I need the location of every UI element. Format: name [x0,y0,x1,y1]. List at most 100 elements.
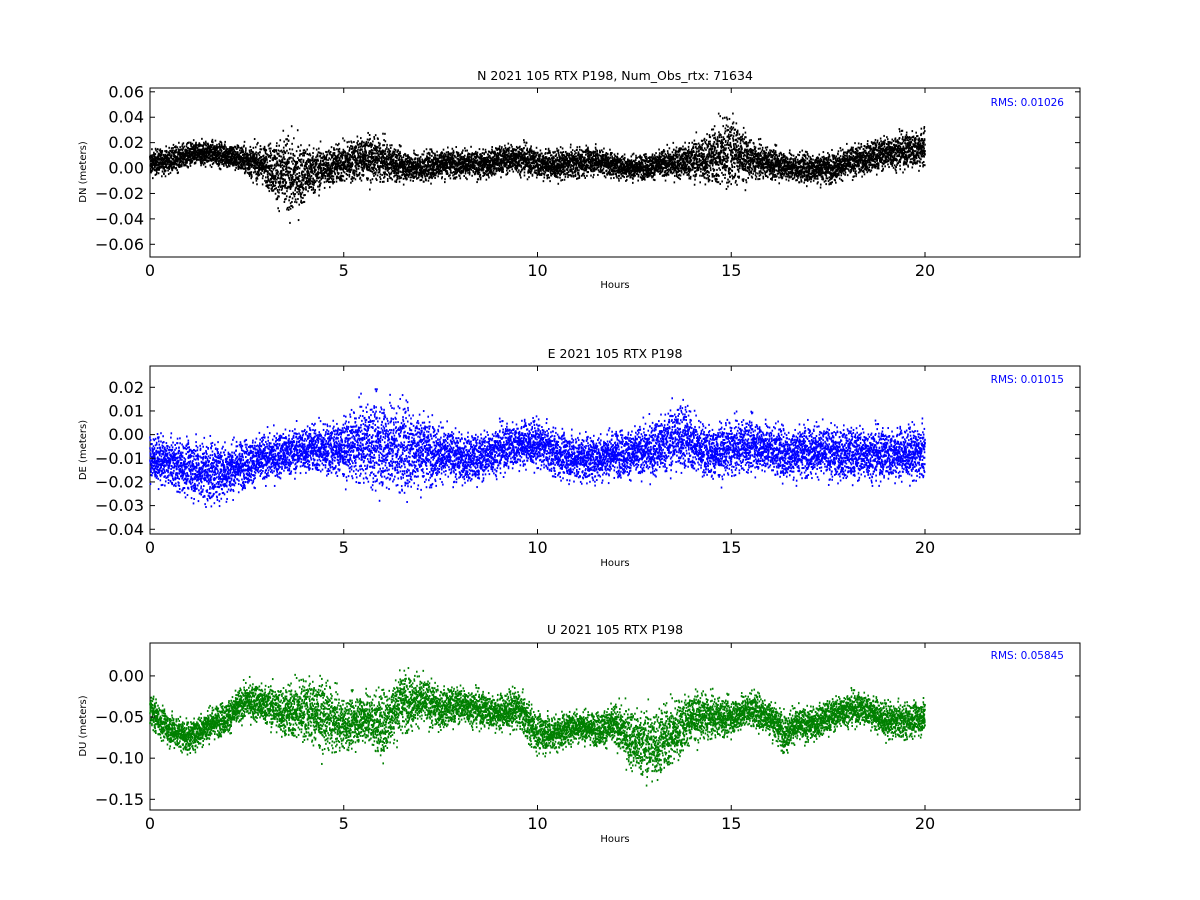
data-point [280,149,283,152]
data-point [404,162,406,165]
data-point [300,199,302,202]
data-point [237,151,239,154]
data-point [234,150,237,153]
data-point [186,160,188,163]
data-point [262,154,265,157]
data-point [263,167,265,170]
data-point [291,174,293,177]
data-point [307,190,309,193]
data-point [314,188,316,191]
data-point [297,198,299,201]
data-point [217,164,220,167]
data-point [335,159,338,162]
data-point [268,180,271,183]
data-point [281,187,284,190]
data-point [368,151,370,154]
data-point [316,179,318,182]
data-point [342,170,345,173]
data-point [249,145,252,148]
data-point [240,164,242,167]
data-point [376,146,378,149]
data-point [333,160,335,163]
data-point [178,157,181,160]
data-point [277,149,280,152]
data-point [330,146,333,149]
data-point [151,154,153,157]
data-point [414,161,417,164]
data-point [230,160,233,163]
data-point [294,166,296,169]
data-point [289,173,292,176]
data-point [482,148,484,151]
data-point [376,174,379,177]
data-point [312,161,314,164]
data-point [296,191,298,194]
data-point [367,141,370,144]
data-point [357,146,360,149]
data-point [253,162,255,165]
data-point [302,159,305,162]
data-point [262,174,264,177]
data-point [244,171,246,174]
data-point [202,153,204,156]
data-point [213,149,216,152]
data-point [381,153,384,156]
data-point [394,171,396,174]
data-point [229,146,231,149]
data-point [286,142,288,145]
data-point [365,150,367,153]
data-point [381,180,384,183]
data-point [270,152,272,155]
data-point [282,181,284,184]
data-point [340,171,343,174]
data-point [315,156,317,159]
data-point [394,174,396,177]
data-point [367,157,369,160]
data-point [338,147,341,150]
data-point [193,149,196,152]
data-point [227,165,229,168]
data-point [287,174,290,177]
data-point [292,172,295,175]
data-point [294,160,297,163]
data-point [255,163,258,166]
data-point [323,154,326,157]
data-point [447,146,449,149]
data-point [278,188,281,191]
data-point [302,170,305,173]
data-point [338,150,341,153]
data-point [316,174,319,177]
data-point [450,169,452,172]
data-point [209,159,212,162]
data-point [198,142,201,145]
data-point [297,146,300,149]
data-point [163,169,166,172]
data-point [304,175,306,178]
data-point [481,152,484,155]
data-point [396,155,398,158]
data-point [203,153,206,156]
data-point [225,146,227,149]
data-point [299,192,302,195]
data-point [310,185,313,188]
data-point [254,146,257,149]
data-point [263,149,266,152]
data-point [255,151,257,154]
data-point [157,161,160,164]
data-point [299,195,302,198]
data-point [289,181,291,184]
data-point [370,143,372,146]
data-point [332,155,334,158]
data-point [204,165,207,168]
data-point [370,146,372,149]
data-point [154,173,157,176]
data-point [265,168,267,171]
data-point [350,140,352,143]
data-point [336,165,339,168]
data-point [496,167,498,170]
data-point [270,167,273,170]
data-point [428,152,431,155]
data-point [339,152,341,155]
data-point [170,157,172,160]
data-point [389,144,391,147]
